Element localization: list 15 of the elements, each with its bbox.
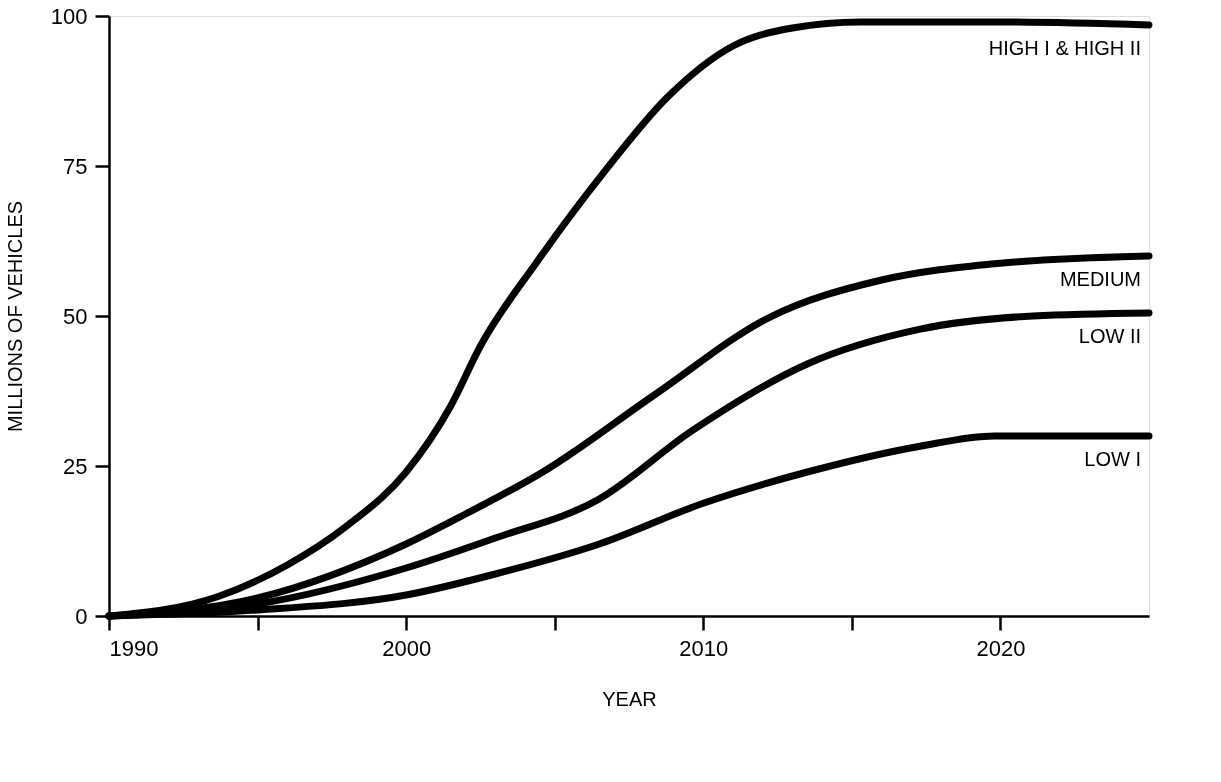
x-tick-label: 1990	[109, 635, 159, 661]
series-label: MEDIUM	[1059, 268, 1141, 290]
y-tick-label: 50	[63, 303, 88, 329]
y-axis-title: MILLIONS OF VEHICLES	[3, 200, 26, 433]
y-tick-label: 75	[63, 153, 88, 179]
series-label: LOW II	[1078, 325, 1141, 347]
x-tick-label: 2020	[976, 635, 1026, 661]
y-tick-label: 100	[50, 3, 88, 29]
x-axis-title: YEAR	[602, 687, 657, 710]
y-tick-label: 25	[63, 453, 88, 479]
y-tick-label: 0	[75, 603, 88, 629]
series-label: LOW I	[1084, 448, 1141, 470]
series-label: HIGH I & HIGH II	[988, 37, 1141, 59]
x-tick-label: 2010	[679, 635, 729, 661]
x-tick-label: 2000	[382, 635, 432, 661]
